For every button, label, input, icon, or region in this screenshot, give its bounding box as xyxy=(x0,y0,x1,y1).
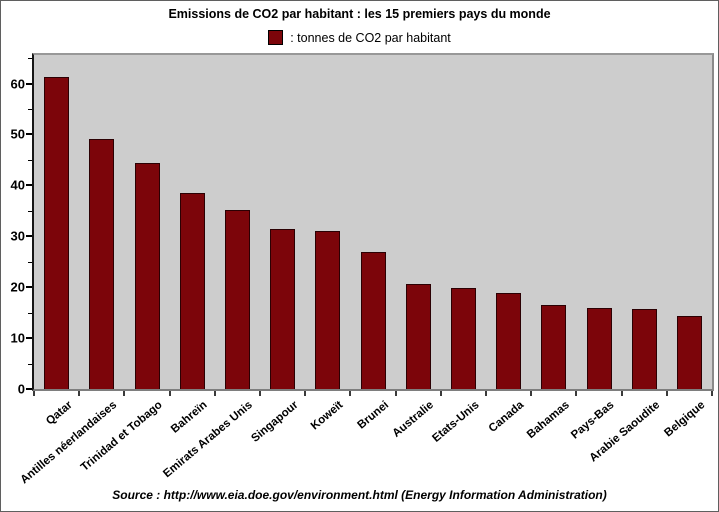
y-tick-label: 0 xyxy=(17,381,25,397)
y-tick-label: 40 xyxy=(10,177,25,193)
bar-brunei xyxy=(360,252,386,389)
bar-antilles-n-erlandaises xyxy=(89,139,115,389)
x-category-label: Koweït xyxy=(308,399,346,433)
x-category-label: Singapour xyxy=(249,399,301,445)
chart-title: Emissions de CO2 par habitant : les 15 p… xyxy=(168,7,551,21)
bar-arabie-saoudite xyxy=(631,309,657,389)
bar-trinidad-et-tobago xyxy=(134,163,160,389)
bar-belgique xyxy=(676,316,702,389)
legend: : tonnes de CO2 par habitant xyxy=(1,30,718,45)
y-minor-tick-mark xyxy=(28,211,32,212)
x-tick-mark xyxy=(349,391,351,396)
x-category-label: Etats-Unis xyxy=(429,399,482,445)
x-tick-mark xyxy=(440,391,442,396)
x-tick-mark xyxy=(304,391,306,396)
bar-singapour xyxy=(270,229,296,389)
x-tick-mark xyxy=(530,391,532,396)
x-category-label: Emirats Arabes Unis xyxy=(161,399,256,481)
x-category-label: Belgique xyxy=(662,399,708,440)
y-tick-mark xyxy=(26,286,32,288)
y-minor-tick-mark xyxy=(28,364,32,365)
bar-qatar xyxy=(44,77,70,389)
bar-etats-unis xyxy=(450,288,476,389)
y-tick-label: 30 xyxy=(10,228,25,244)
x-tick-mark xyxy=(711,391,713,396)
x-category-label: Canada xyxy=(486,399,527,435)
y-tick-mark xyxy=(26,184,32,186)
bar-emirats-arabes-unis xyxy=(224,210,250,389)
y-tick-label: 10 xyxy=(10,330,25,346)
x-category-label: Bahamas xyxy=(524,399,572,442)
x-tick-mark xyxy=(33,391,35,396)
x-category-label: Brunei xyxy=(355,399,391,432)
y-tick-mark xyxy=(26,133,32,135)
x-tick-mark xyxy=(395,391,397,396)
bar-pays-bas xyxy=(586,308,612,389)
y-tick-mark xyxy=(26,388,32,390)
y-minor-tick-mark xyxy=(28,313,32,314)
y-tick-mark xyxy=(26,235,32,237)
y-minor-tick-mark xyxy=(28,58,32,59)
source-citation: Source : http://www.eia.doe.gov/environm… xyxy=(112,488,607,502)
plot-area xyxy=(32,53,714,391)
legend-label: : tonnes de CO2 par habitant xyxy=(290,30,451,45)
x-tick-mark xyxy=(259,391,261,396)
x-tick-mark xyxy=(169,391,171,396)
x-tick-mark xyxy=(621,391,623,396)
y-minor-tick-mark xyxy=(28,262,32,263)
y-minor-tick-mark xyxy=(28,109,32,110)
x-tick-mark xyxy=(575,391,577,396)
y-tick-label: 50 xyxy=(10,126,25,142)
x-category-label: Australie xyxy=(390,399,436,440)
x-category-label: Bahreïn xyxy=(169,399,210,436)
x-category-label: Trinidad et Tobago xyxy=(78,399,165,474)
bar-kowe-t xyxy=(315,231,341,389)
bar-bahamas xyxy=(541,305,567,389)
y-tick-mark xyxy=(26,83,32,85)
x-tick-mark xyxy=(485,391,487,396)
bar-canada xyxy=(496,293,522,389)
x-tick-mark xyxy=(214,391,216,396)
y-minor-tick-mark xyxy=(28,160,32,161)
bar-australie xyxy=(405,284,431,389)
x-category-label: Qatar xyxy=(43,399,75,428)
y-tick-label: 20 xyxy=(10,279,25,295)
legend-swatch-icon xyxy=(268,30,284,45)
y-tick-label: 60 xyxy=(10,76,25,92)
x-tick-mark xyxy=(123,391,125,396)
x-tick-mark xyxy=(78,391,80,396)
x-tick-mark xyxy=(666,391,668,396)
y-tick-mark xyxy=(26,337,32,339)
bar-bahre-n xyxy=(179,193,205,389)
